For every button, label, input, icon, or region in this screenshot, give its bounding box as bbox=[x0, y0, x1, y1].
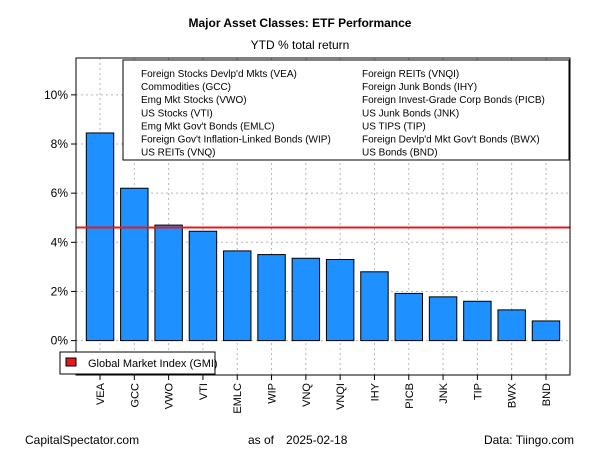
gmi-legend-swatch bbox=[65, 357, 77, 367]
plot-frame bbox=[75, 57, 571, 376]
x-tick-label-vti: VTI bbox=[198, 383, 210, 400]
legend-frame bbox=[122, 59, 570, 161]
x-tick-label-bnd: BND bbox=[541, 383, 553, 406]
bar-ihy bbox=[360, 271, 389, 342]
legend-entry: Foreign REITs (VNQI) bbox=[362, 69, 459, 80]
x-tick-label-gcc: GCC bbox=[129, 383, 141, 408]
y-tick-label: 0% bbox=[51, 334, 69, 348]
x-tick-label-bwx: BWX bbox=[507, 382, 519, 408]
x-tick-label-wip: WIP bbox=[267, 383, 279, 404]
bar-vti bbox=[188, 230, 218, 342]
legend-box: Foreign Stocks Devlp'd Mkts (VEA) Commodi… bbox=[122, 59, 570, 161]
x-tick-label-vwo: VWO bbox=[164, 383, 176, 410]
y-tick-label: 2% bbox=[51, 284, 69, 298]
x-tick-label-tip: TIP bbox=[472, 383, 484, 400]
bar-gcc bbox=[120, 187, 149, 342]
legend-entry: Foreign Gov't Inflation-Linked Bonds (WI… bbox=[141, 135, 331, 146]
bar-vnqi bbox=[325, 259, 355, 342]
x-tick-label-vnq: VNQ bbox=[301, 383, 313, 407]
legend-entry: Emg Mkt Stocks (VWO) bbox=[141, 95, 247, 106]
x-tick-label-emlc: EMLC bbox=[232, 383, 244, 414]
bar-bnd bbox=[531, 320, 561, 342]
footer-source-site: CapitalSpectator.com bbox=[25, 433, 140, 447]
legend-entry: Foreign Junk Bonds (IHY) bbox=[362, 82, 477, 93]
legend-entry: US Bonds (BND) bbox=[362, 148, 438, 159]
legend-entry: Foreign Devlp'd Mkt Gov't Bonds (BWX) bbox=[362, 135, 540, 146]
y-tick-label: 6% bbox=[51, 186, 69, 200]
legend-entry: US Stocks (VTI) bbox=[141, 108, 213, 119]
legend-entry: Foreign Stocks Devlp'd Mkts (VEA) bbox=[141, 69, 297, 80]
x-tick-label-jnk: JNK bbox=[438, 382, 450, 403]
footer-data-source: Data: Tiingo.com bbox=[483, 433, 574, 447]
bar-jnk bbox=[428, 296, 458, 342]
legend-entry: Commodities (GCC) bbox=[141, 82, 231, 93]
x-tick-label-ihy: IHY bbox=[369, 382, 381, 401]
y-tick-label: 4% bbox=[51, 235, 69, 249]
legend-entry: Foreign Invest-Grade Corp Bonds (PICB) bbox=[362, 95, 545, 106]
bar-tip bbox=[463, 300, 492, 342]
x-axis: VEA GCC VWO VTI EMLC WIP VNQ VNQI IHY PICB JNK TIP B… bbox=[95, 375, 553, 414]
y-axis: 0% 2% 4% 6% 8% 10% bbox=[44, 88, 76, 348]
y-tick-label: 8% bbox=[51, 137, 69, 151]
x-tick-label-picb: PICB bbox=[404, 383, 416, 409]
bar-vwo bbox=[154, 224, 183, 342]
as-of-date: 2025-02-18 bbox=[286, 433, 348, 447]
bars bbox=[85, 132, 561, 342]
bar-emlc bbox=[223, 250, 252, 342]
legend-entry: US TIPS (TIP) bbox=[362, 121, 426, 132]
footer-as-of: as of 2025-02-18 bbox=[248, 433, 347, 447]
x-tick-label-vnqi: VNQI bbox=[335, 383, 347, 410]
y-tick-label: 10% bbox=[44, 88, 68, 102]
chart-title: Major Asset Classes: ETF Performance bbox=[188, 16, 412, 30]
gmi-legend: Global Market Index (GMI) bbox=[59, 351, 218, 375]
x-tick-label-vea: VEA bbox=[95, 382, 107, 405]
legend-entry: US REITs (VNQ) bbox=[141, 148, 215, 159]
bar-picb bbox=[394, 292, 423, 342]
legend-entry: US Junk Bonds (JNK) bbox=[362, 108, 459, 119]
bar-bwx bbox=[497, 309, 526, 342]
chart-subtitle: YTD % total return bbox=[250, 38, 350, 52]
gmi-legend-label: Global Market Index (GMI) bbox=[88, 358, 218, 370]
bar-vea bbox=[85, 132, 115, 342]
as-of-label: as of bbox=[248, 433, 275, 447]
bar-vnq bbox=[291, 257, 321, 342]
gmi-legend-frame bbox=[59, 351, 216, 375]
legend-entry: Emg Mkt Gov't Bonds (EMLC) bbox=[141, 121, 275, 132]
bar-wip bbox=[257, 254, 286, 342]
